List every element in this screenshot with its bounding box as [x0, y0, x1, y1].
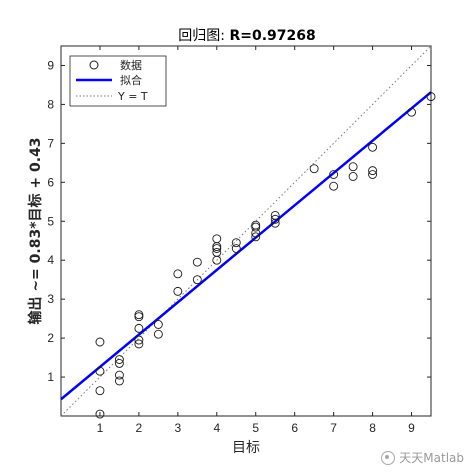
x-tick-label-2: 2 — [136, 421, 143, 435]
x-axis-label: 目标 — [232, 440, 260, 456]
data-point-35 — [329, 170, 339, 179]
x-tick-label-5: 5 — [252, 421, 259, 435]
data-point-18 — [192, 257, 202, 267]
y-tick-label-1: 1 — [47, 370, 54, 384]
x-tick-label-1: 1 — [97, 421, 104, 435]
data-point-20 — [212, 247, 222, 257]
legend-label-fit: 拟合 — [120, 73, 142, 87]
y-tick-label-3: 3 — [47, 292, 54, 306]
data-point-37 — [348, 162, 358, 172]
chart-title-prefix: 回归图: — [178, 27, 229, 44]
watermark: 天天Matlab — [381, 449, 464, 466]
x-tick-label-7: 7 — [330, 421, 337, 435]
data-point-24 — [231, 244, 241, 253]
data-point-7 — [114, 355, 124, 364]
data-point-15 — [173, 286, 183, 296]
wechat-icon — [381, 450, 396, 465]
data-point-26 — [251, 232, 261, 242]
data-point-0 — [95, 409, 105, 419]
data-point-39 — [368, 166, 378, 176]
y-tick-label-7: 7 — [47, 136, 54, 150]
data-point-41 — [407, 107, 416, 117]
x-tick-label-6: 6 — [291, 421, 298, 435]
data-point-13 — [153, 329, 163, 339]
y-tick-label-9: 9 — [47, 58, 54, 72]
data-point-42 — [426, 92, 436, 102]
y-tick-label-4: 4 — [47, 253, 54, 267]
y-axis-label: 输出 ~= 0.83*目标 + 0.43 — [27, 137, 44, 324]
data-point-23 — [212, 234, 222, 244]
data-point-2 — [95, 366, 105, 376]
x-tick-label-9: 9 — [408, 421, 415, 435]
data-point-32 — [270, 210, 280, 220]
y-tick-label-8: 8 — [47, 97, 54, 111]
data-point-34 — [329, 181, 339, 191]
data-point-25 — [231, 238, 241, 248]
data-point-16 — [173, 269, 183, 279]
data-point-8 — [134, 339, 144, 349]
x-tick-label-4: 4 — [213, 421, 220, 435]
data-point-14 — [153, 320, 163, 329]
legend-label-identity: Y = T — [117, 90, 148, 103]
data-point-40 — [368, 142, 378, 152]
data-point-3 — [95, 337, 105, 347]
y-tick-label-5: 5 — [47, 214, 54, 228]
watermark-text: 天天Matlab — [399, 451, 464, 465]
data-point-17 — [192, 275, 202, 285]
data-point-12 — [134, 310, 144, 320]
data-point-31 — [270, 214, 280, 224]
data-point-1 — [95, 386, 105, 396]
y-tick-label-2: 2 — [47, 331, 54, 345]
identity-line — [60, 45, 432, 417]
legend: 数据 拟合 Y = T — [69, 55, 167, 107]
data-point-33 — [309, 164, 319, 174]
data-point-9 — [134, 335, 144, 345]
chart-title: 回归图: R=0.97268 — [178, 27, 315, 44]
data-point-4 — [114, 376, 124, 386]
x-tick-label-3: 3 — [174, 421, 181, 435]
data-point-10 — [134, 323, 144, 333]
data-point-38 — [368, 170, 378, 179]
x-tick-label-8: 8 — [369, 421, 376, 435]
legend-label-data: 数据 — [120, 58, 142, 72]
fit-line — [60, 91, 432, 401]
data-point-36 — [348, 172, 358, 181]
data-point-5 — [114, 370, 124, 380]
data-point-29 — [251, 220, 261, 230]
legend-data-marker-icon — [89, 60, 99, 70]
data-point-6 — [114, 358, 124, 368]
chart-title-stat: R=0.97268 — [229, 28, 315, 44]
y-tick-label-6: 6 — [47, 175, 54, 189]
